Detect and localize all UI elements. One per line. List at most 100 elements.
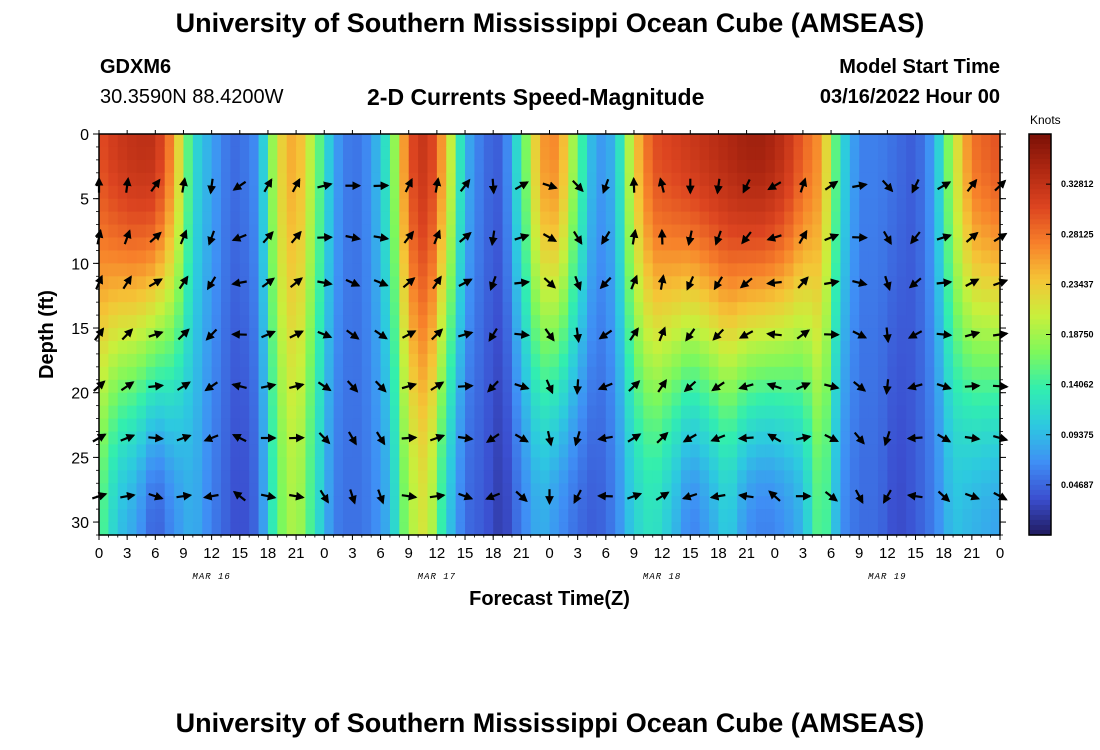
heatmap-cell bbox=[239, 198, 250, 213]
heatmap-cell bbox=[877, 483, 888, 497]
heatmap-cell bbox=[906, 470, 917, 484]
heatmap-cell bbox=[502, 276, 513, 290]
heatmap-cell bbox=[530, 353, 541, 368]
heatmap-cell bbox=[990, 431, 1001, 446]
heatmap-cell bbox=[352, 146, 363, 161]
heatmap-cell bbox=[502, 198, 513, 213]
heatmap-cell bbox=[765, 366, 776, 381]
heatmap-cell bbox=[784, 405, 795, 420]
heatmap-cell bbox=[624, 379, 635, 394]
heatmap-cell bbox=[812, 522, 823, 536]
heatmap-cell bbox=[774, 522, 785, 536]
heatmap-cell bbox=[643, 237, 654, 252]
heatmap-cell bbox=[568, 159, 579, 174]
heatmap-cell bbox=[774, 146, 785, 161]
heatmap-cell bbox=[99, 211, 109, 226]
heatmap-cell bbox=[474, 392, 485, 407]
heatmap-cell bbox=[774, 379, 785, 394]
colorbar-swatch bbox=[1029, 499, 1051, 506]
current-vector bbox=[261, 330, 276, 339]
heatmap-cell bbox=[765, 237, 776, 252]
heatmap-cell bbox=[877, 159, 888, 174]
heatmap-cell bbox=[896, 340, 907, 355]
heatmap-cell bbox=[202, 211, 213, 226]
current-vector bbox=[737, 491, 754, 501]
heatmap-cell bbox=[662, 146, 673, 161]
heatmap-cell bbox=[286, 496, 297, 510]
heatmap-cell bbox=[971, 457, 982, 471]
current-vector bbox=[262, 230, 274, 244]
heatmap-cell bbox=[145, 328, 156, 342]
heatmap-cell bbox=[868, 224, 879, 239]
heatmap-cell bbox=[652, 418, 663, 433]
current-vector bbox=[458, 231, 472, 243]
heatmap-cell bbox=[699, 172, 710, 187]
heatmap-cell bbox=[896, 289, 907, 303]
colorbar-swatch bbox=[1029, 474, 1051, 481]
heatmap-cell bbox=[239, 289, 250, 303]
heatmap-cell bbox=[380, 392, 391, 407]
heatmap-cell bbox=[446, 366, 457, 381]
heatmap-cell bbox=[258, 328, 269, 342]
heatmap-cell bbox=[446, 379, 457, 394]
heatmap-cell bbox=[615, 483, 626, 497]
heatmap-cell bbox=[305, 198, 316, 213]
heatmap-cell bbox=[267, 134, 278, 148]
heatmap-cell bbox=[981, 224, 992, 239]
heatmap-cell bbox=[277, 522, 288, 536]
heatmap-cell bbox=[483, 444, 494, 458]
heatmap-cell bbox=[943, 366, 954, 381]
current-vector bbox=[766, 233, 782, 242]
heatmap-cell bbox=[408, 250, 419, 264]
heatmap-cell bbox=[530, 198, 541, 213]
current-vector bbox=[658, 326, 667, 342]
heatmap-cell bbox=[239, 263, 250, 277]
colorbar-tick-label: 0.18750 bbox=[1061, 330, 1094, 340]
heatmap-cell bbox=[99, 522, 109, 536]
heatmap-cell bbox=[549, 509, 560, 523]
heatmap-cell bbox=[352, 509, 363, 523]
heatmap-cell bbox=[774, 457, 785, 471]
heatmap-cell bbox=[418, 302, 429, 316]
heatmap-cell bbox=[136, 224, 147, 239]
heatmap-cell bbox=[230, 470, 241, 484]
heatmap-cell bbox=[962, 289, 973, 303]
heatmap-cell bbox=[314, 483, 325, 497]
heatmap-cell bbox=[558, 405, 569, 420]
heatmap-cell bbox=[943, 250, 954, 264]
heatmap-cell bbox=[718, 444, 729, 458]
heatmap-cell bbox=[971, 405, 982, 420]
heatmap-cell bbox=[99, 366, 109, 381]
heatmap-cell bbox=[436, 289, 447, 303]
heatmap-cell bbox=[183, 134, 194, 148]
heatmap-cell bbox=[568, 405, 579, 420]
heatmap-cell bbox=[577, 405, 588, 420]
heatmap-cell bbox=[145, 496, 156, 510]
heatmap-cell bbox=[333, 431, 344, 446]
heatmap-cell bbox=[352, 172, 363, 187]
heatmap-cell bbox=[802, 496, 813, 510]
heatmap-cell bbox=[117, 392, 128, 407]
heatmap-cell bbox=[755, 509, 766, 523]
heatmap-cell bbox=[906, 159, 917, 174]
current-vector bbox=[852, 181, 868, 191]
heatmap-cell bbox=[183, 483, 194, 497]
heatmap-cell bbox=[774, 237, 785, 252]
heatmap-cell bbox=[587, 340, 598, 355]
heatmap-cell bbox=[277, 418, 288, 433]
heatmap-cell bbox=[671, 509, 682, 523]
heatmap-cell bbox=[540, 353, 551, 368]
heatmap-cell bbox=[380, 146, 391, 161]
heatmap-cell bbox=[145, 340, 156, 355]
heatmap-cell bbox=[887, 250, 898, 264]
heatmap-cell bbox=[840, 250, 851, 264]
heatmap-cell bbox=[521, 302, 532, 316]
heatmap-cell bbox=[765, 483, 776, 497]
heatmap-cell bbox=[277, 185, 288, 200]
heatmap-cell bbox=[709, 496, 720, 510]
heatmap-cell bbox=[305, 470, 316, 484]
current-vector bbox=[207, 230, 216, 246]
heatmap-cell bbox=[361, 211, 372, 226]
heatmap-cell bbox=[389, 496, 400, 510]
heatmap-cell bbox=[221, 315, 231, 329]
